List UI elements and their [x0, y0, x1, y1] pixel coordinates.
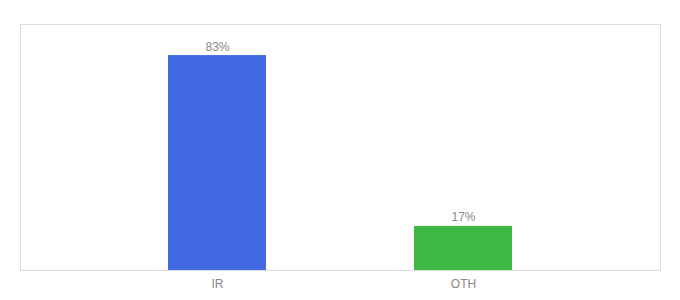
svg-text:83%: 83% [205, 40, 229, 54]
svg-text:17%: 17% [451, 210, 475, 224]
svg-text:IR: IR [212, 277, 224, 291]
svg-text:OTH: OTH [451, 277, 476, 291]
